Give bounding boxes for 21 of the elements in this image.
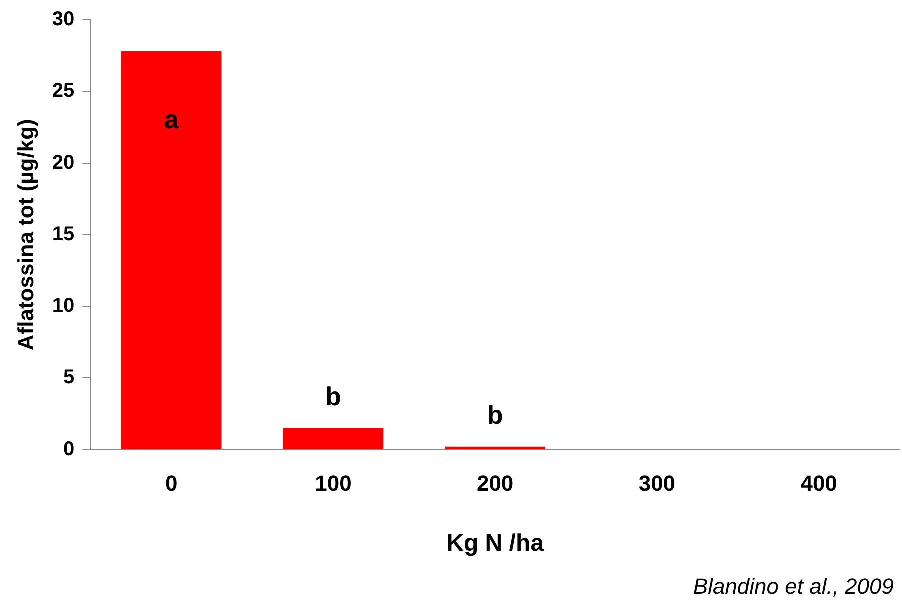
bar xyxy=(283,428,384,450)
y-tick-label: 5 xyxy=(64,366,75,389)
bar xyxy=(121,52,222,450)
y-tick-label: 15 xyxy=(52,223,75,246)
x-axis-title: Kg N /ha xyxy=(446,530,545,558)
text: Blandino et al., 2009 xyxy=(693,574,894,600)
y-tick-label: 10 xyxy=(52,295,75,318)
x-tick-label: 100 xyxy=(315,471,352,496)
y-axis-title: Aflatossina tot (µg/kg) xyxy=(13,119,38,351)
y-tick-label: 20 xyxy=(52,152,75,174)
y-tick-label: 25 xyxy=(52,80,75,102)
annotation: b xyxy=(326,381,342,412)
x-tick-label: 300 xyxy=(638,471,676,496)
annotation: a xyxy=(164,104,180,135)
x-tick-label: 400 xyxy=(800,471,838,496)
annotation: b xyxy=(487,400,504,430)
y-tick-label: 0 xyxy=(64,438,75,460)
bar xyxy=(445,446,546,450)
x-tick-label: 0 xyxy=(165,471,178,496)
x-tick-label: 200 xyxy=(476,471,514,496)
y-tick-label: 30 xyxy=(52,8,75,31)
